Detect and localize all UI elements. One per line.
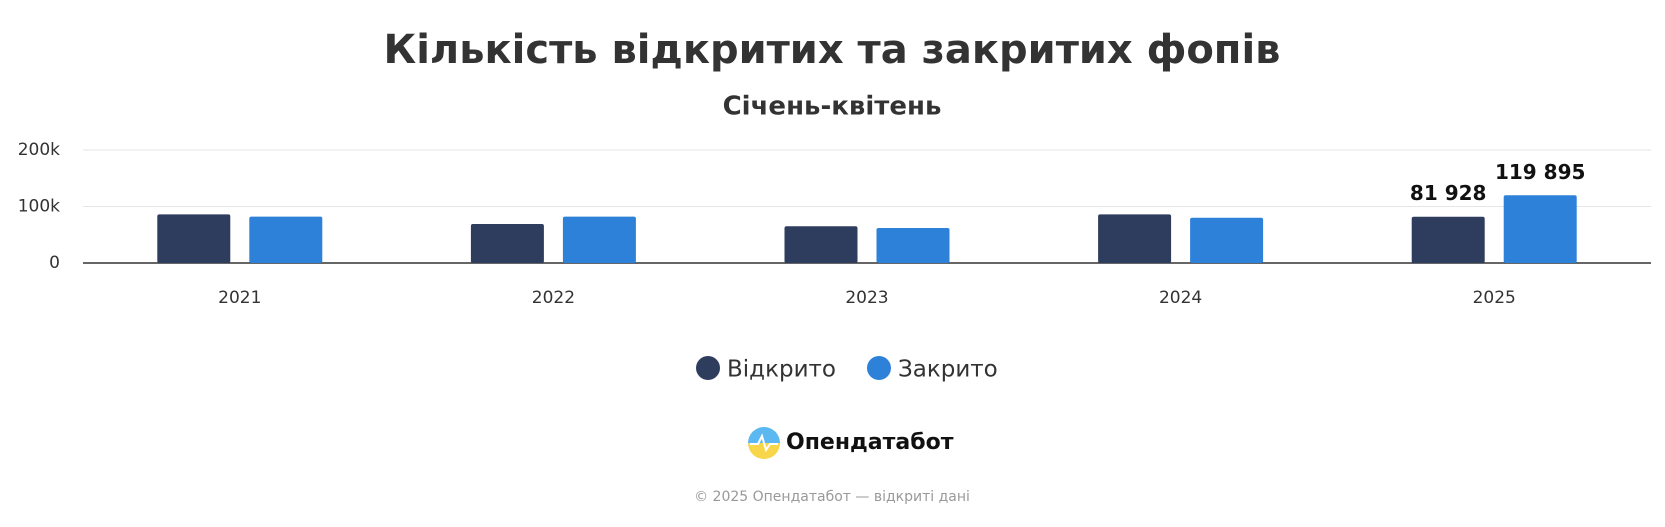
legend-label[interactable]: Відкрито bbox=[727, 357, 836, 383]
bar bbox=[470, 224, 544, 263]
y-tick-label: 100k bbox=[18, 197, 60, 217]
x-tick-label: 2022 bbox=[532, 288, 575, 308]
bar bbox=[249, 216, 323, 263]
bar bbox=[1190, 217, 1264, 263]
legend-marker bbox=[696, 356, 720, 380]
bar bbox=[1411, 216, 1485, 263]
x-tick-label: 2021 bbox=[218, 288, 261, 308]
x-tick-label: 2024 bbox=[1159, 288, 1202, 308]
chart-subtitle: Січень-квітень bbox=[723, 92, 942, 122]
y-tick-label: 200k bbox=[18, 140, 60, 160]
logo-pulse bbox=[750, 433, 778, 453]
bar bbox=[562, 216, 636, 263]
bar bbox=[157, 214, 231, 263]
brand-name[interactable]: Опендатабот bbox=[786, 430, 954, 455]
data-label: 119 895 bbox=[1495, 160, 1585, 184]
x-tick-label: 2023 bbox=[845, 288, 888, 308]
bar bbox=[1098, 214, 1172, 263]
bar bbox=[876, 227, 950, 263]
x-tick-label: 2025 bbox=[1473, 288, 1516, 308]
bar bbox=[784, 226, 858, 263]
data-label: 81 928 bbox=[1410, 181, 1487, 205]
legend-label[interactable]: Закрито bbox=[898, 357, 998, 383]
brand-logo bbox=[748, 427, 780, 459]
y-tick-label: 0 bbox=[49, 253, 60, 273]
chart-title: Кількість відкритих та закритих фопів bbox=[384, 27, 1281, 73]
legend-marker bbox=[866, 356, 891, 380]
copyright: © 2025 Опендатабот — відкриті дані bbox=[694, 489, 970, 505]
bar bbox=[1503, 195, 1577, 263]
